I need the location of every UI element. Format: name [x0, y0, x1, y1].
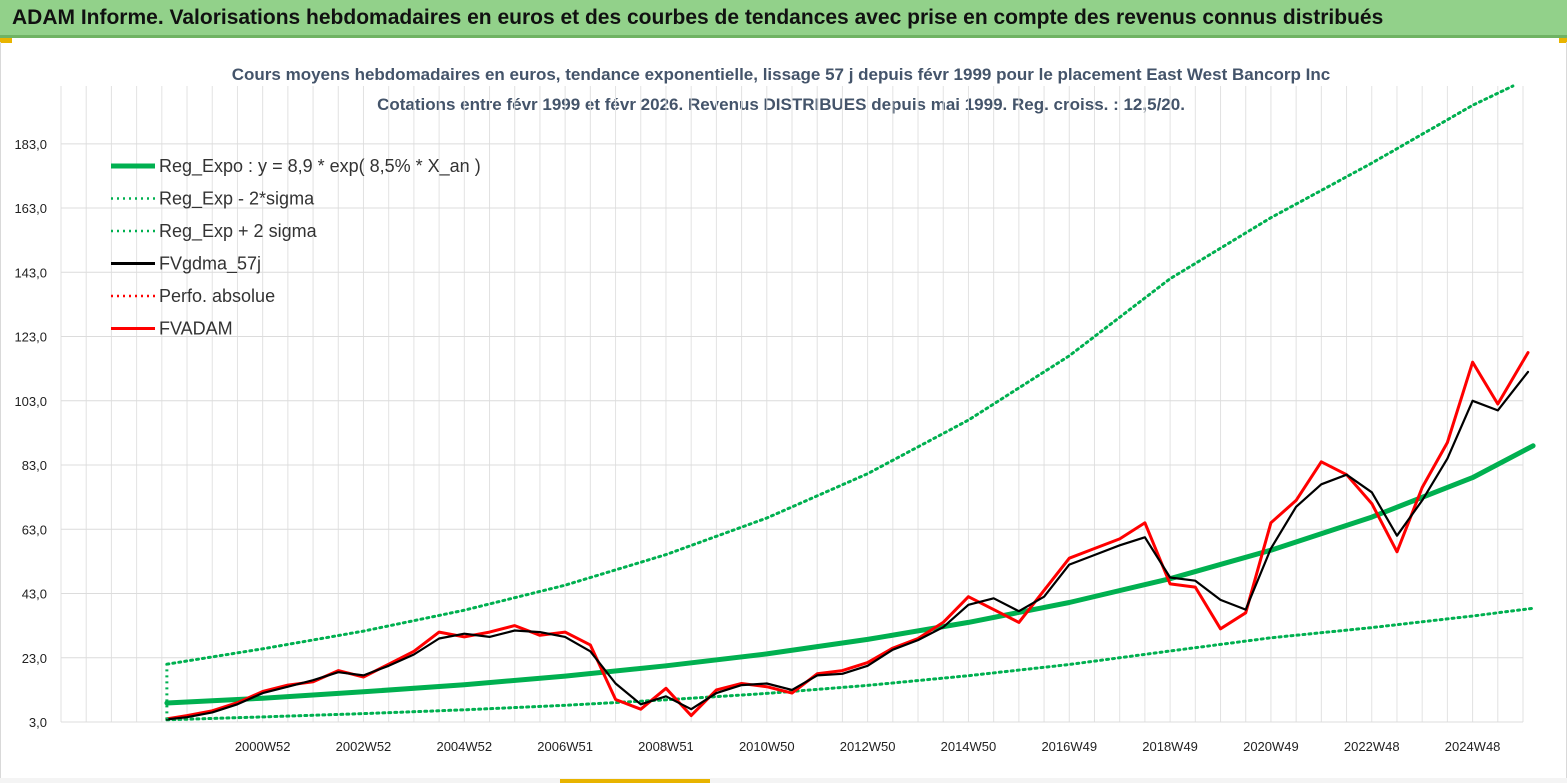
series-line: [165, 370, 1530, 721]
x-tick-label: 2010W50: [739, 739, 795, 754]
y-tick-label: 3,0: [29, 715, 47, 730]
x-tick-label: 2020W49: [1243, 739, 1299, 754]
x-tick-label: 2022W48: [1344, 739, 1400, 754]
grid: [60, 86, 1524, 723]
y-tick-label: 83,0: [22, 458, 47, 473]
header-accent-right: [1559, 38, 1567, 43]
y-tick-label: 43,0: [22, 587, 47, 602]
legend-label: FVADAM: [159, 319, 233, 339]
bottom-strip: [0, 778, 1567, 783]
report-title: ADAM Informe. Valorisations hebdomadaire…: [12, 6, 1384, 29]
y-tick-label: 63,0: [22, 522, 47, 537]
bottom-accent: [560, 779, 710, 783]
x-tick-label: 2018W49: [1142, 739, 1198, 754]
x-tick-label: 2002W52: [336, 739, 392, 754]
series-lines: [164, 84, 1536, 722]
y-tick-label: 143,0: [14, 265, 47, 280]
chart-title: Cours moyens hebdomadaires en euros, ten…: [232, 65, 1330, 84]
x-tick-label: 2000W52: [235, 739, 291, 754]
series-line: [164, 443, 1536, 706]
header-accent-left: [0, 38, 12, 43]
x-tick-label: 2004W52: [436, 739, 492, 754]
x-tick-label: 2014W50: [941, 739, 997, 754]
series-line: [165, 606, 1535, 722]
x-axis-ticks: 2000W52 2002W52 2004W52 2006W51 2008W51 2010W…: [235, 739, 1501, 754]
legend-label: Reg_Expo : y = 8,9 * exp( 8,5% * X_an ): [159, 156, 481, 177]
legend-label: FVgdma_57j: [159, 254, 261, 275]
line-chart: Cours moyens hebdomadaires en euros, ten…: [14, 65, 1536, 754]
x-tick-label: 2016W49: [1041, 739, 1097, 754]
report-header: ADAM Informe. Valorisations hebdomadaire…: [0, 0, 1567, 38]
legend: Reg_Expo : y = 8,9 * exp( 8,5% * X_an ) R…: [111, 156, 481, 339]
y-tick-label: 23,0: [22, 651, 47, 666]
chart-area: Cours moyens hebdomadaires en euros, ten…: [0, 42, 1567, 783]
y-axis-ticks: 3,0 23,0 43,0 63,0 83,0 103,0 123,0 143,0 163,0 1…: [14, 137, 47, 730]
x-tick-label: 2008W51: [638, 739, 694, 754]
legend-label: Perfo. absolue: [159, 286, 275, 306]
chart-subtitle: Cotations entre févr 1999 et févr 2026. …: [377, 95, 1185, 114]
y-tick-label: 183,0: [14, 137, 47, 152]
x-tick-label: 2006W51: [537, 739, 593, 754]
x-tick-label: 2024W48: [1445, 739, 1501, 754]
series-line: [165, 351, 1530, 721]
legend-label: Reg_Exp - 2*sigma: [159, 189, 315, 210]
y-tick-label: 163,0: [14, 201, 47, 216]
legend-label: Reg_Exp + 2 sigma: [159, 221, 318, 242]
y-tick-label: 103,0: [14, 394, 47, 409]
y-tick-label: 123,0: [14, 330, 47, 345]
x-tick-label: 2012W50: [840, 739, 896, 754]
